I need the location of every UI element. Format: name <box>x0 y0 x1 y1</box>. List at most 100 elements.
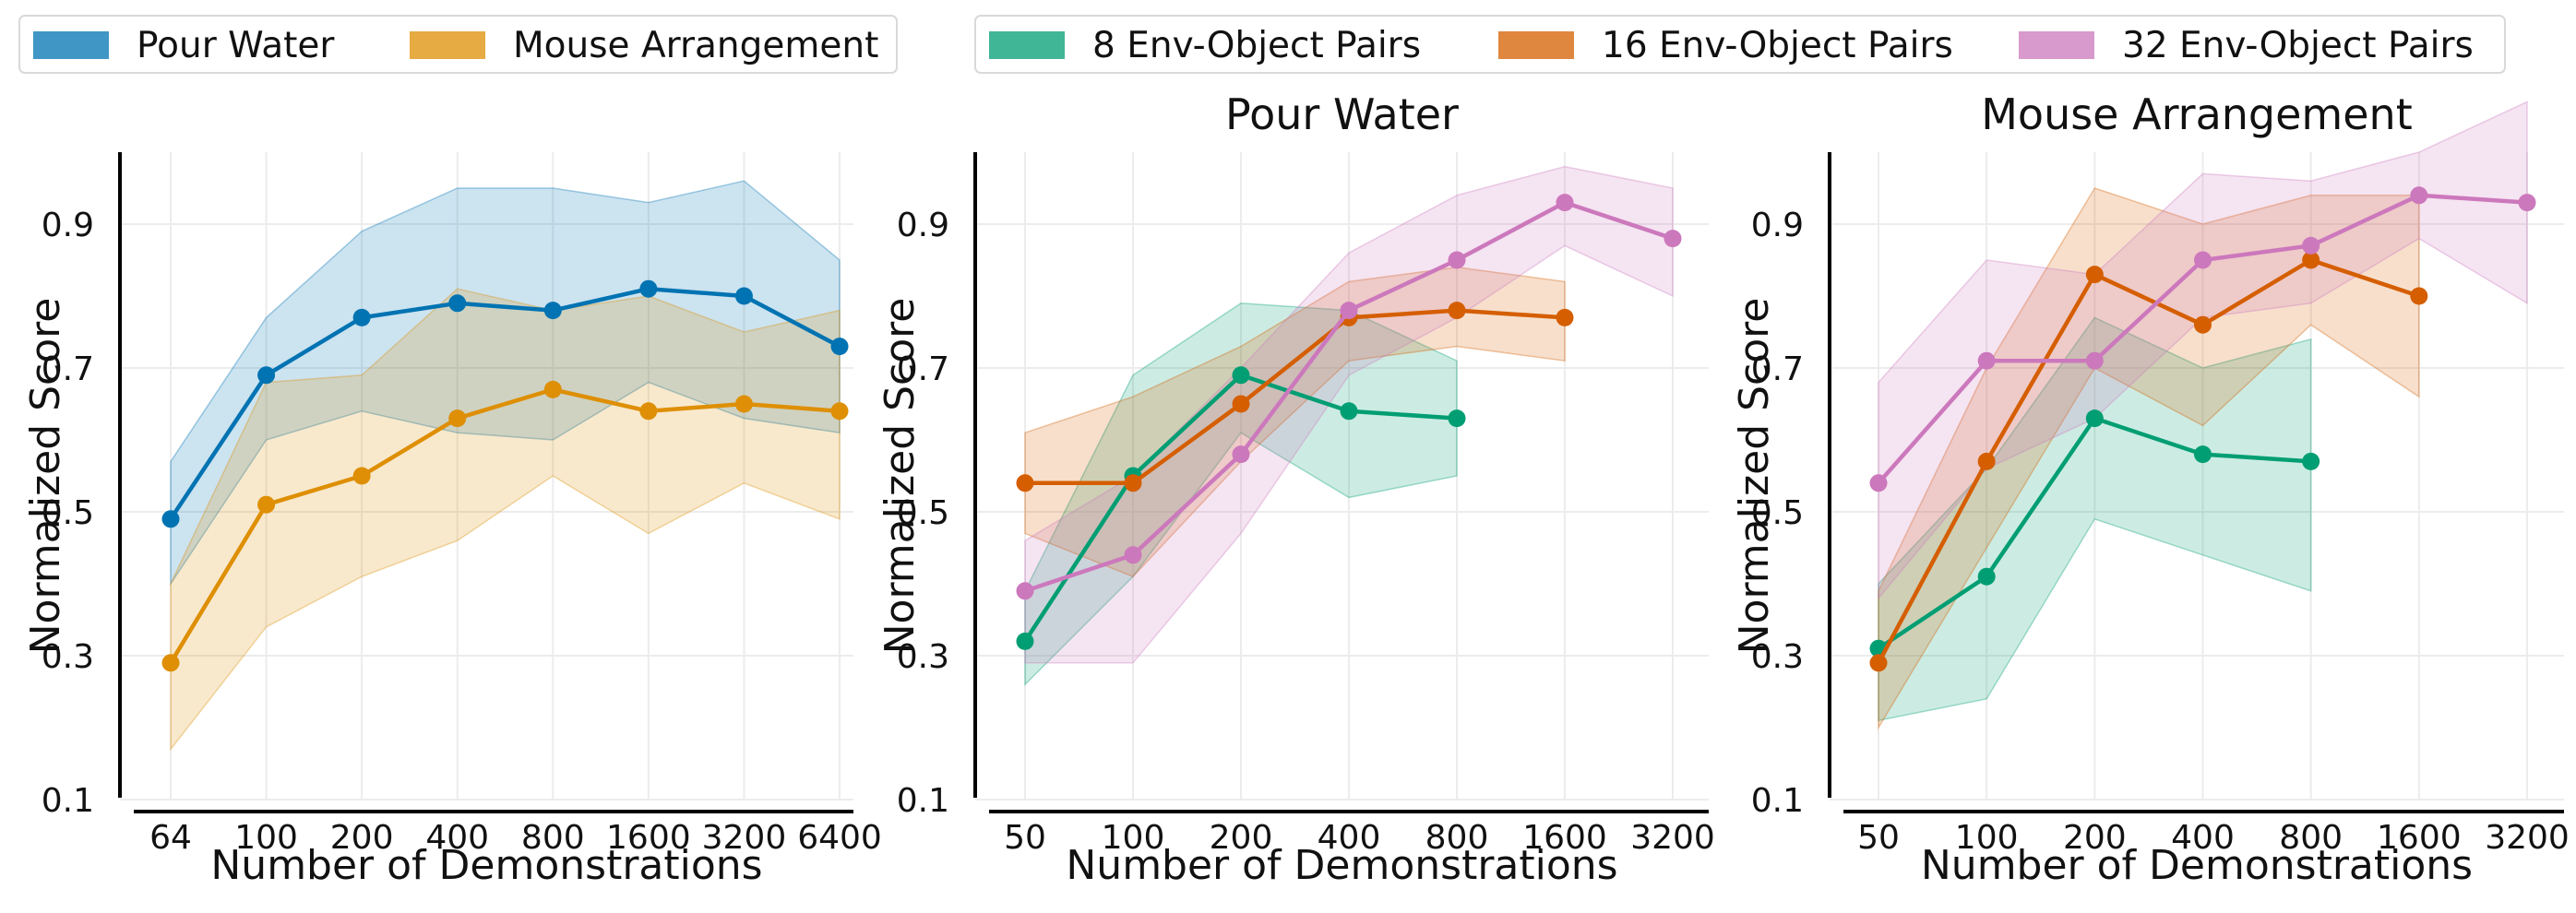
x-axis-label: Number of Demonstrations <box>1066 842 1617 889</box>
point-mouse-arrangement-64 <box>161 654 180 672</box>
x-tick-label-3200: 3200 <box>1630 819 1715 857</box>
point-32-env-object-pairs-200 <box>2085 351 2104 370</box>
x-tick-label-800: 800 <box>2279 819 2343 857</box>
y-tick-label: 0.1 <box>897 782 949 820</box>
point-mouse-arrangement-800 <box>543 380 562 398</box>
point-mouse-arrangement-6400 <box>830 402 849 421</box>
legend-label-16-pairs: 16 Env-Object Pairs <box>1602 24 1953 66</box>
point-16-env-object-pairs-100 <box>1977 452 1996 470</box>
band-32-env-object-pairs <box>1878 101 2528 600</box>
x-tick-label-1600: 1600 <box>1522 819 1607 857</box>
point-8-env-object-pairs-800 <box>1448 409 1466 428</box>
y-axis-label: Normalized Score <box>22 298 69 655</box>
x-tick-label-50: 50 <box>1857 819 1900 857</box>
point-8-env-object-pairs-200 <box>2085 409 2104 428</box>
point-32-env-object-pairs-400 <box>1340 302 1358 320</box>
chart-panel-1: 0.1 0.3 0.5 0.7 0.9 64 100 200 400 800 1600 3200 640… <box>22 152 882 889</box>
y-tick-label: 0.7 <box>1751 350 1804 388</box>
point-16-env-object-pairs-50 <box>1016 474 1034 492</box>
chart-title: Mouse Arrangement <box>1981 89 2413 139</box>
y-tick-label: 0.3 <box>897 638 949 676</box>
x-tick-label-800: 800 <box>1425 819 1489 857</box>
legend-label-pour-water: Pour Water <box>137 24 335 66</box>
x-tick-label-400: 400 <box>425 819 489 857</box>
point-8-env-object-pairs-200 <box>1232 366 1250 385</box>
point-16-env-object-pairs-400 <box>2194 315 2212 334</box>
point-16-env-object-pairs-100 <box>1124 474 1142 492</box>
y-tick-label: 0.3 <box>1751 638 1804 676</box>
legend-item-pour-water: Pour Water <box>33 25 334 66</box>
legend-group-2: 8 Env-Object Pairs 16 Env-Object Pairs 3… <box>974 15 2506 74</box>
point-8-env-object-pairs-100 <box>1977 567 1996 586</box>
legend-swatch-pour-water <box>33 31 109 59</box>
x-tick-label-3200: 3200 <box>2485 819 2570 857</box>
legend-item-mouse-arrangement: Mouse Arrangement <box>410 25 878 66</box>
legend-swatch-mouse-arrangement <box>410 31 485 59</box>
y-tick-label: 0.9 <box>897 207 949 244</box>
x-tick-label-400: 400 <box>2171 819 2235 857</box>
point-8-env-object-pairs-400 <box>2194 445 2212 464</box>
x-tick-label-800: 800 <box>521 819 585 857</box>
point-16-env-object-pairs-800 <box>2302 251 2320 269</box>
point-16-env-object-pairs-800 <box>1448 302 1466 320</box>
point-pour-water-6400 <box>830 338 849 356</box>
band-32-env-object-pairs <box>1024 165 1674 664</box>
point-pour-water-200 <box>352 308 371 326</box>
point-32-env-object-pairs-3200 <box>1664 230 1682 248</box>
line-mouse-arrangement <box>169 387 841 664</box>
point-16-env-object-pairs-1600 <box>2410 287 2428 305</box>
x-tick-label-100: 100 <box>1102 819 1165 857</box>
x-tick-label-200: 200 <box>330 819 394 857</box>
chart-panel-3: 0.1 0.3 0.5 0.7 0.9 50 100 200 400 800 1600 3200 Num… <box>1731 89 2570 889</box>
line-pour-water <box>169 286 841 521</box>
y-tick-label: 0.5 <box>897 494 949 532</box>
x-tick-label-3200: 3200 <box>702 819 787 857</box>
x-tick-label-400: 400 <box>1318 819 1381 857</box>
point-32-env-object-pairs-1600 <box>2410 186 2428 205</box>
grid <box>1830 152 2564 800</box>
legend-label-mouse-arrangement: Mouse Arrangement <box>513 24 879 66</box>
point-32-env-object-pairs-400 <box>2194 251 2212 269</box>
point-8-env-object-pairs-800 <box>2302 452 2320 470</box>
point-32-env-object-pairs-50 <box>1016 582 1034 600</box>
x-tick-label-6400: 6400 <box>797 819 882 857</box>
point-32-env-object-pairs-200 <box>1232 445 1250 464</box>
chart-panel-2: 0.1 0.3 0.5 0.7 0.9 50 100 200 400 800 1600 3200 Num… <box>877 89 1715 889</box>
point-pour-water-800 <box>543 302 562 320</box>
x-tick-label-200: 200 <box>1210 819 1273 857</box>
grid <box>975 152 1709 800</box>
legend-group-1: Pour Water Mouse Arrangement <box>18 15 898 74</box>
legend-item-16-pairs: 16 Env-Object Pairs <box>1498 25 1953 66</box>
band-16-env-object-pairs <box>1024 267 1566 578</box>
point-mouse-arrangement-1600 <box>639 402 658 421</box>
y-tick-label: 0.3 <box>42 638 94 676</box>
y-tick-label: 0.5 <box>1751 494 1804 532</box>
band-8-env-object-pairs <box>1024 302 1458 687</box>
y-tick-label: 0.9 <box>42 207 94 244</box>
point-32-env-object-pairs-100 <box>1977 351 1996 370</box>
point-pour-water-400 <box>448 294 467 313</box>
chart-title: Pour Water <box>1225 89 1459 139</box>
point-8-env-object-pairs-50 <box>1016 632 1034 650</box>
point-pour-water-1600 <box>639 279 658 298</box>
x-tick-label-200: 200 <box>2063 819 2127 857</box>
legend-item-32-pairs: 32 Env-Object Pairs <box>2019 25 2474 66</box>
x-tick-label-50: 50 <box>1004 819 1046 857</box>
legend-swatch-8-pairs <box>989 31 1065 59</box>
point-pour-water-100 <box>257 366 276 385</box>
point-mouse-arrangement-3200 <box>734 395 753 413</box>
point-32-env-object-pairs-800 <box>1448 251 1466 269</box>
band-mouse-arrangement <box>170 288 841 752</box>
legend-swatch-32-pairs <box>2019 31 2094 59</box>
point-mouse-arrangement-200 <box>352 467 371 485</box>
legend-item-8-pairs: 8 Env-Object Pairs <box>989 25 1421 66</box>
y-tick-label: 0.1 <box>42 782 94 820</box>
point-32-env-object-pairs-50 <box>1869 474 1888 492</box>
legend-label-8-pairs: 8 Env-Object Pairs <box>1092 24 1422 66</box>
band-8-env-object-pairs <box>1878 316 2312 722</box>
point-pour-water-3200 <box>734 287 753 305</box>
point-32-env-object-pairs-100 <box>1124 546 1142 564</box>
point-pour-water-64 <box>161 510 180 528</box>
x-tick-label-64: 64 <box>149 819 192 857</box>
